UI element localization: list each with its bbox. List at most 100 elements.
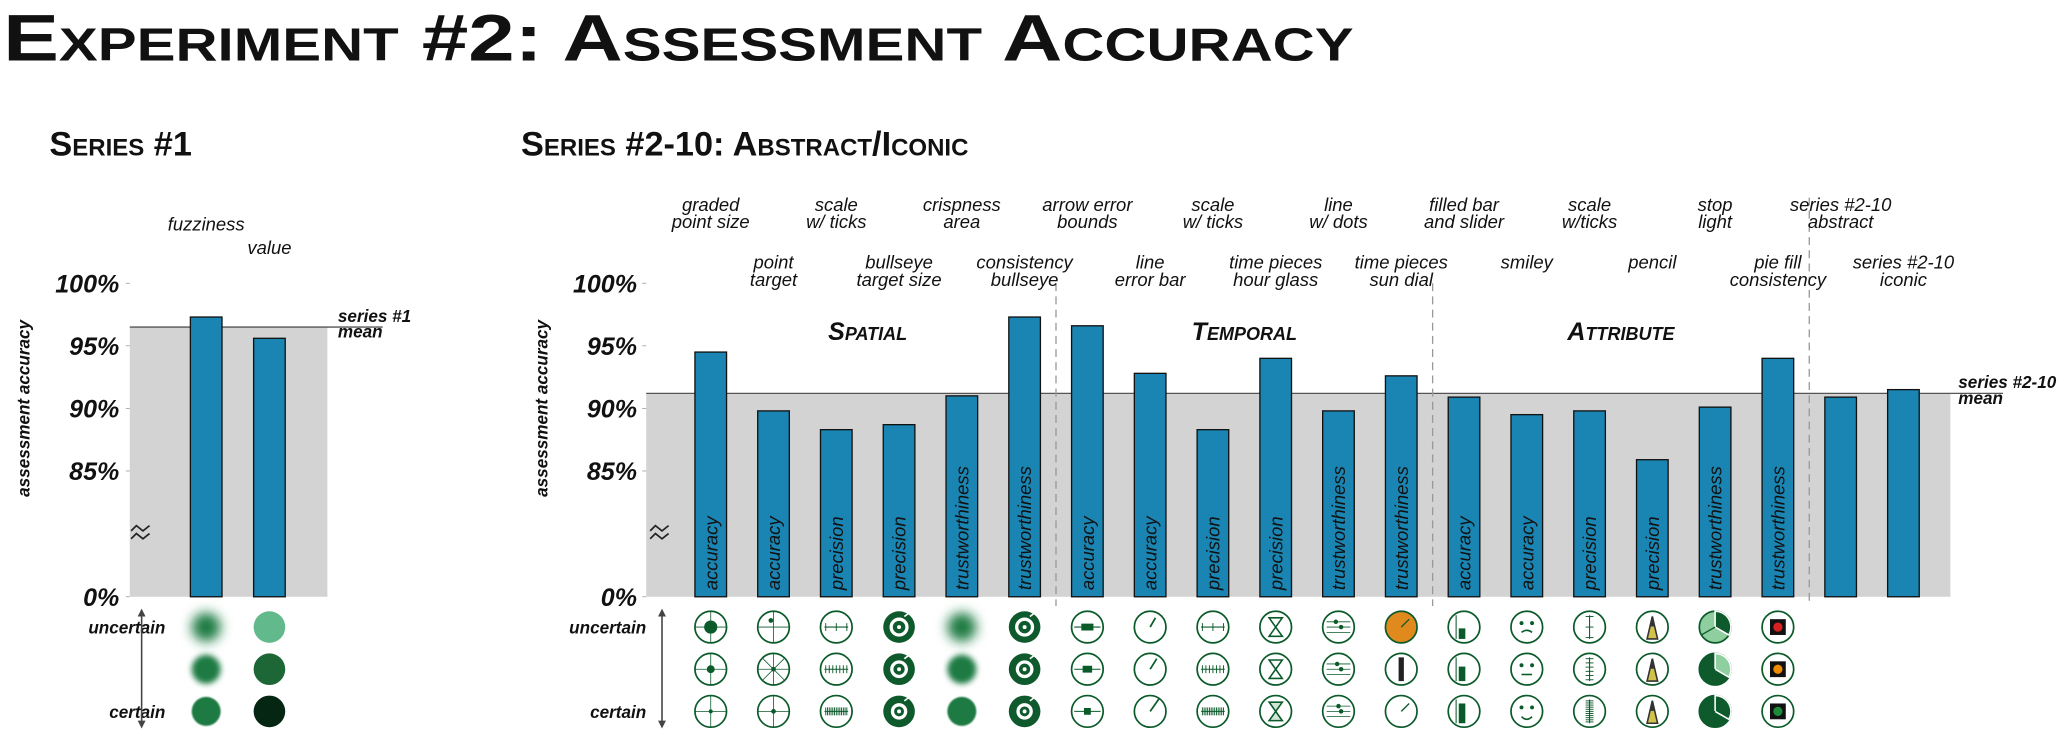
icon-part <box>1334 661 1340 667</box>
icon-part <box>1029 654 1036 660</box>
icon-part <box>1081 623 1094 631</box>
category-label: w/ticks <box>1562 211 1617 232</box>
icon-part <box>1646 700 1659 725</box>
icon <box>1070 610 1105 644</box>
bar-label: accuracy <box>1140 515 1161 591</box>
bar-label: trustworthiness <box>1391 466 1412 590</box>
icon-part <box>704 620 718 634</box>
y-tick-label: 95% <box>69 333 119 361</box>
icon <box>694 610 728 644</box>
icon <box>191 696 221 726</box>
bar <box>882 423 916 598</box>
icon-part <box>1519 705 1524 710</box>
icon-part <box>890 703 908 720</box>
bar <box>1824 396 1858 598</box>
bar <box>1761 357 1795 598</box>
category-label: crispness <box>923 194 1001 215</box>
icon <box>1196 652 1230 686</box>
icon <box>1133 652 1167 686</box>
icon-part <box>1400 618 1410 628</box>
icon-part <box>1022 709 1027 714</box>
icon <box>947 612 977 642</box>
icon-part <box>1519 663 1524 668</box>
icon <box>191 612 221 642</box>
bar-label: precision <box>826 516 847 591</box>
icon <box>1447 652 1481 686</box>
bar <box>1384 375 1418 598</box>
icon <box>1259 610 1293 644</box>
category-label: stop <box>1698 194 1733 215</box>
category-label: time pieces <box>1229 252 1322 273</box>
icon-part <box>706 665 715 674</box>
y-tick-label: 90% <box>587 396 637 424</box>
category-label: sun dial <box>1369 269 1433 290</box>
icon-part <box>1773 706 1783 716</box>
icon <box>756 652 791 686</box>
category-label: filled bar <box>1429 194 1500 215</box>
icon <box>1008 611 1041 643</box>
icon <box>253 695 286 728</box>
icon <box>819 610 853 644</box>
icon-part <box>1649 658 1656 669</box>
icon-part <box>1149 697 1161 712</box>
category-label: abstract <box>1808 211 1874 232</box>
uncertainty-label: certain <box>109 703 165 722</box>
icon-part <box>253 695 286 728</box>
icon-part <box>1029 696 1036 702</box>
icon-part <box>1714 610 1732 637</box>
icon <box>1635 652 1670 686</box>
icon-part <box>1458 628 1466 639</box>
icon <box>1196 610 1230 644</box>
icon-part <box>1649 616 1656 627</box>
mean-area <box>646 393 1951 597</box>
icon-part <box>1398 657 1404 682</box>
icon-part <box>889 617 909 637</box>
category-label: w/ ticks <box>1183 211 1243 232</box>
icon-part <box>1133 610 1167 644</box>
icon-part <box>1530 621 1535 626</box>
uncertainty-label: uncertain <box>569 619 646 638</box>
y-tick-label: 100% <box>55 270 119 298</box>
icon-part <box>1029 611 1036 618</box>
icon-part <box>1458 666 1466 682</box>
category-label: iconic <box>1880 269 1928 290</box>
category-label: bullseye <box>865 252 933 273</box>
icon <box>1384 610 1418 644</box>
bar <box>1133 372 1167 598</box>
axis-break <box>649 524 670 540</box>
bar-label: accuracy <box>763 515 784 591</box>
category-label: w/ dots <box>1309 211 1367 232</box>
mean-label: mean <box>1958 389 2003 408</box>
icon-part <box>1520 716 1533 721</box>
icon <box>1259 694 1293 729</box>
y-tick-label: 85% <box>69 458 119 486</box>
icon-part <box>1338 666 1344 672</box>
category-label: target <box>750 269 798 290</box>
y-tick-label: 95% <box>587 333 637 361</box>
bar <box>1510 413 1544 598</box>
y-tick-label: 90% <box>69 396 119 424</box>
icon-part <box>897 667 902 672</box>
icon <box>1008 695 1041 728</box>
icon-part <box>903 654 911 660</box>
icon-part <box>1701 626 1716 636</box>
icon-part <box>947 654 977 684</box>
bar-label: precision <box>1265 516 1286 591</box>
category-label: bounds <box>1057 211 1118 232</box>
icon-part <box>1530 705 1535 710</box>
category-label: smiley <box>1501 252 1555 273</box>
icon-part <box>1015 660 1034 679</box>
icon <box>694 652 728 686</box>
icon-part <box>903 611 911 618</box>
category-label: point <box>753 252 795 273</box>
icon-part <box>1649 700 1656 711</box>
y-axis-title: assessment accuracy <box>532 318 551 496</box>
icon <box>1384 694 1418 729</box>
icon <box>947 654 977 684</box>
icon-part <box>1510 610 1544 644</box>
icon-part <box>191 696 221 726</box>
icon <box>883 611 915 643</box>
chart-subtitle: Series #1 <box>49 125 191 163</box>
icon-part <box>1133 652 1167 686</box>
